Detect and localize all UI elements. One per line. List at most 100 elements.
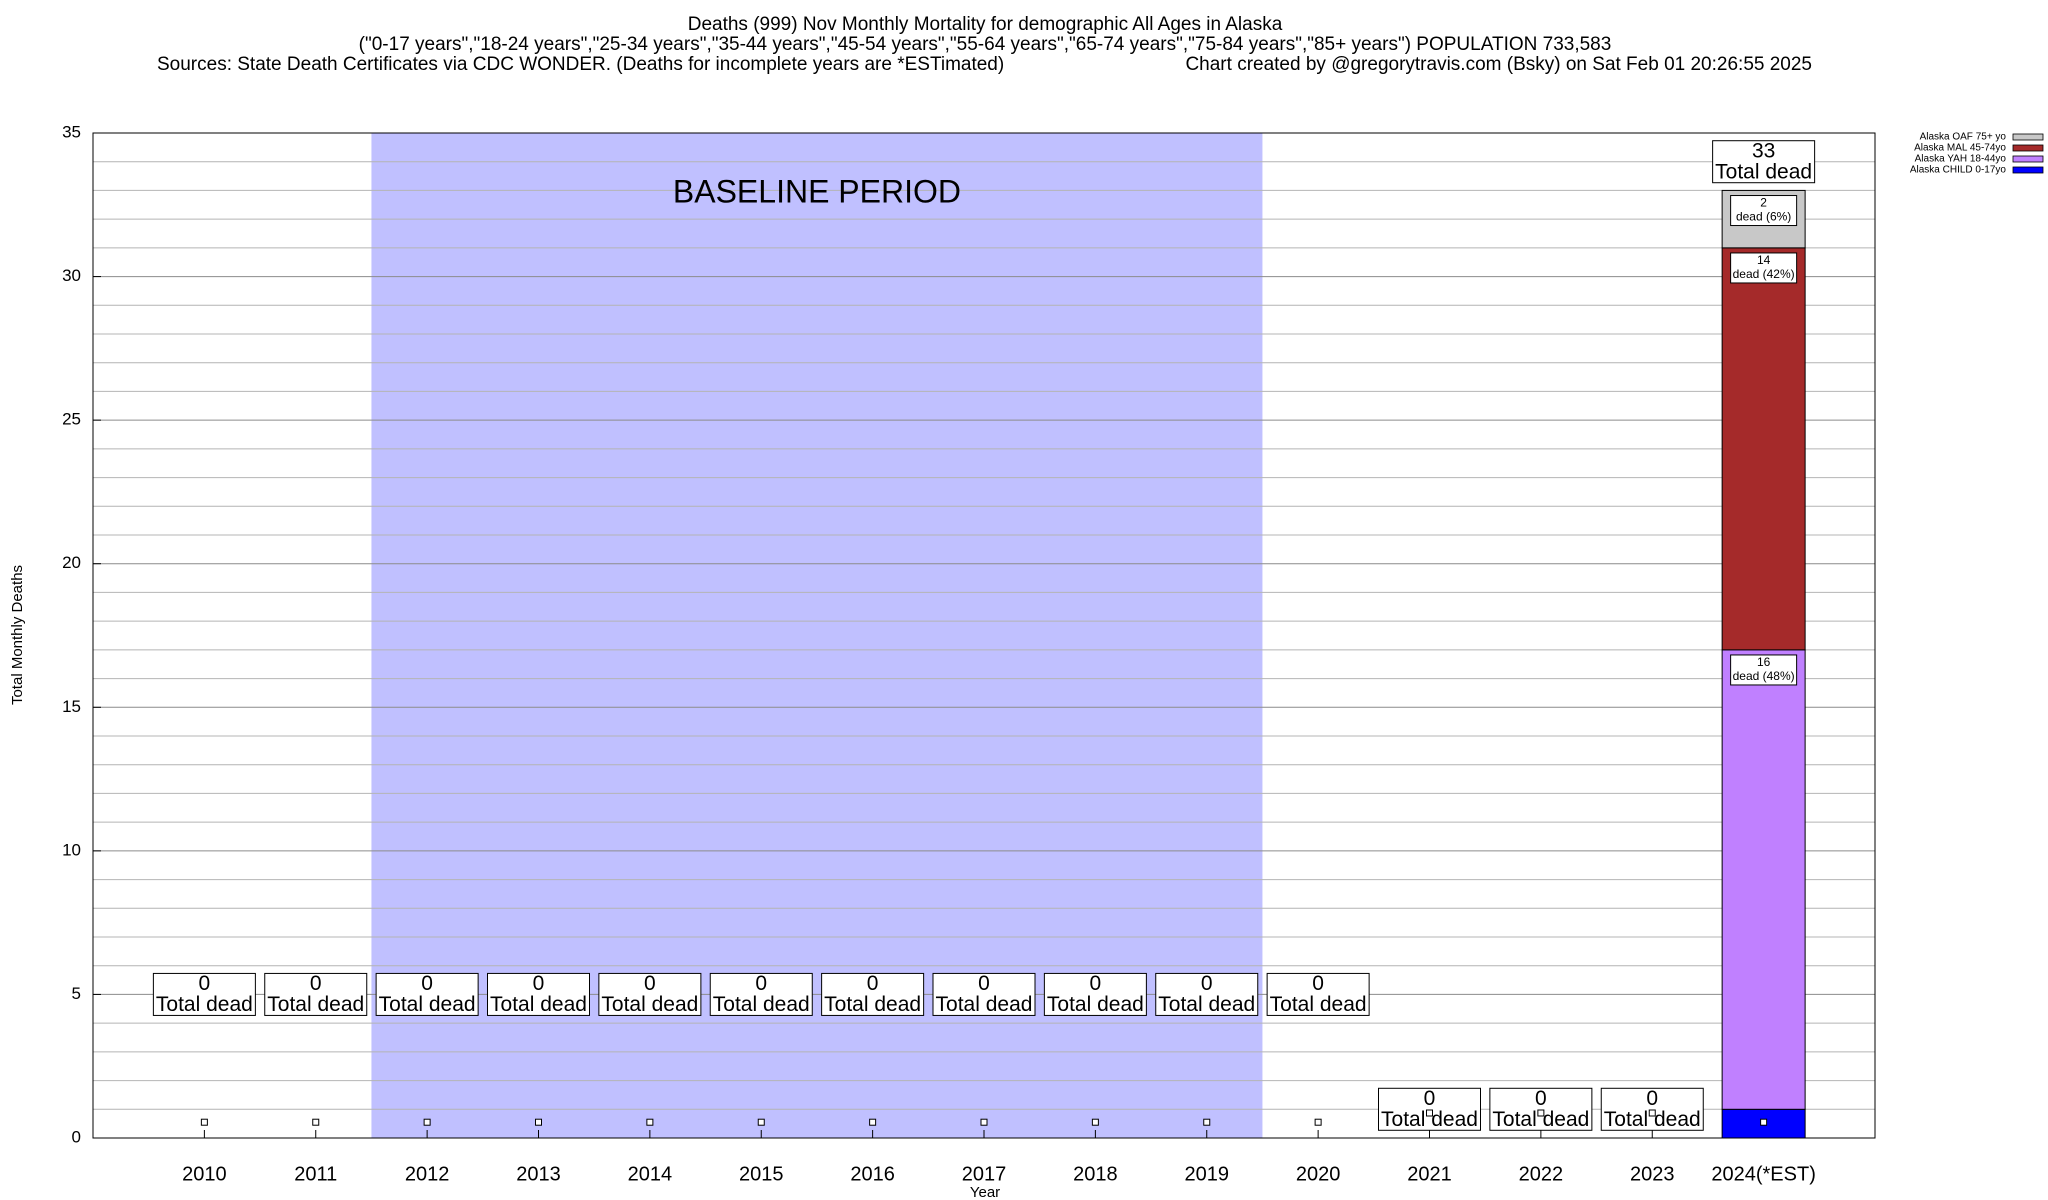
baseline-shade — [371, 133, 1263, 1138]
x-tick-label: 2014 — [628, 1163, 673, 1185]
point-marker — [1314, 1118, 1322, 1126]
x-tick-label: 2018 — [1073, 1163, 1118, 1185]
total-label-box — [264, 972, 368, 1016]
legend-label: Alaska MAL 45-74yo — [1914, 143, 2006, 154]
bar-segment — [1721, 247, 1806, 651]
total-label: Total dead — [490, 993, 587, 1016]
total-label: Total dead — [1270, 993, 1367, 1016]
credit-note: Chart created by @gregorytravis.com (Bsk… — [1185, 54, 1812, 75]
segment-value: 14 — [1757, 253, 1771, 267]
y-tick-label: 30 — [62, 266, 81, 285]
y-tick-label: 25 — [62, 410, 81, 429]
total-label-box — [487, 972, 590, 1016]
x-tick-label: 2011 — [294, 1163, 337, 1185]
legend-label: Alaska OAF 75+ yo — [1920, 132, 2007, 143]
total-label: Total dead — [936, 993, 1033, 1016]
segment-value: 2 — [1760, 196, 1767, 210]
x-tick-label: 2019 — [1185, 1163, 1230, 1185]
total-label: Total dead — [1604, 1108, 1701, 1131]
total-value: 0 — [310, 972, 322, 995]
total-label-box — [1712, 140, 1816, 184]
total-value: 0 — [1424, 1087, 1436, 1110]
point-marker — [1537, 1109, 1545, 1117]
total-label-box — [1600, 1087, 1704, 1131]
point-marker — [1426, 1109, 1433, 1117]
source-note: Sources: State Death Certificates via CD… — [157, 54, 1004, 75]
y-tick-label: 35 — [62, 122, 81, 141]
x-tick-label: 2016 — [850, 1163, 895, 1185]
total-label: Total dead — [1492, 1108, 1589, 1131]
total-label-box — [598, 972, 702, 1016]
total-label: Total dead — [1158, 993, 1255, 1016]
legend-swatch — [2012, 133, 2044, 141]
total-label-box — [1043, 972, 1147, 1016]
x-tick-label: 2010 — [182, 1163, 227, 1185]
total-label-box — [375, 972, 479, 1016]
total-value: 0 — [1535, 1087, 1547, 1110]
total-label: Total dead — [156, 993, 253, 1016]
point-marker — [980, 1118, 988, 1126]
total-label: Total dead — [824, 993, 921, 1016]
total-label: Total dead — [1381, 1108, 1478, 1131]
x-axis-label: Year — [970, 1184, 1000, 1200]
segment-label: dead (42%) — [1733, 267, 1795, 281]
total-label-box — [709, 972, 813, 1016]
baseline-label: BASELINE PERIOD — [673, 173, 961, 209]
x-tick-label: 2012 — [405, 1163, 450, 1185]
y-axis-label: Total Monthly Deaths — [9, 565, 26, 705]
total-label: Total dead — [267, 993, 364, 1016]
total-value: 0 — [533, 972, 545, 995]
total-value: 0 — [978, 972, 990, 995]
chart-title: Deaths (999) Nov Monthly Mortality for d… — [688, 14, 1283, 35]
total-value: 0 — [199, 972, 211, 995]
total-label-box — [821, 972, 925, 1016]
total-label: Total dead — [379, 993, 476, 1016]
total-value: 0 — [755, 972, 767, 995]
total-value: 0 — [867, 972, 879, 995]
legend-swatch — [2012, 155, 2044, 163]
point-marker — [312, 1118, 320, 1126]
total-label-box — [1489, 1087, 1593, 1131]
legend-swatch — [2012, 144, 2044, 152]
point-marker — [423, 1118, 431, 1126]
total-label: Total dead — [713, 993, 810, 1016]
plot-frame — [92, 132, 1876, 1139]
x-tick-label: 2020 — [1296, 1163, 1341, 1185]
point-marker — [646, 1118, 654, 1126]
total-value: 0 — [421, 972, 433, 995]
y-tick-label: 0 — [72, 1127, 81, 1146]
total-value: 0 — [1312, 972, 1324, 995]
y-tick-label: 15 — [62, 697, 81, 716]
total-label: Total dead — [601, 993, 698, 1016]
x-tick-label: 2022 — [1519, 1163, 1564, 1185]
legend-label: Alaska CHILD 0-17yo — [1910, 165, 2007, 176]
segment-value: 16 — [1757, 655, 1771, 669]
total-label-box — [1378, 1087, 1481, 1131]
chart-subtitle: ("0-17 years","18-24 years","25-34 years… — [359, 34, 1612, 55]
segment-label: dead (6%) — [1736, 210, 1791, 224]
point-marker — [535, 1118, 542, 1126]
segment-label-box — [1730, 252, 1798, 284]
point-marker — [757, 1118, 765, 1126]
point-marker — [1760, 1118, 1768, 1126]
y-tick-label: 10 — [62, 840, 81, 859]
segment-label-box — [1730, 195, 1798, 227]
legend-label: Alaska YAH 18-44yo — [1915, 154, 2007, 165]
y-tick-label: 20 — [62, 553, 81, 572]
point-marker — [200, 1118, 208, 1126]
total-value: 0 — [644, 972, 656, 995]
total-label: Total dead — [1715, 160, 1812, 183]
segment-label: dead (48%) — [1733, 669, 1795, 683]
legend-swatch — [2012, 166, 2044, 174]
point-marker — [1203, 1118, 1211, 1126]
total-label-box — [1266, 972, 1370, 1016]
total-value: 0 — [1201, 972, 1213, 995]
total-label-box — [1155, 972, 1259, 1016]
total-label-box — [932, 972, 1036, 1016]
segment-label-box — [1730, 654, 1798, 686]
point-marker — [869, 1118, 877, 1126]
total-value: 0 — [1090, 972, 1102, 995]
y-tick-label: 5 — [72, 984, 81, 1003]
total-value: 33 — [1752, 139, 1775, 162]
